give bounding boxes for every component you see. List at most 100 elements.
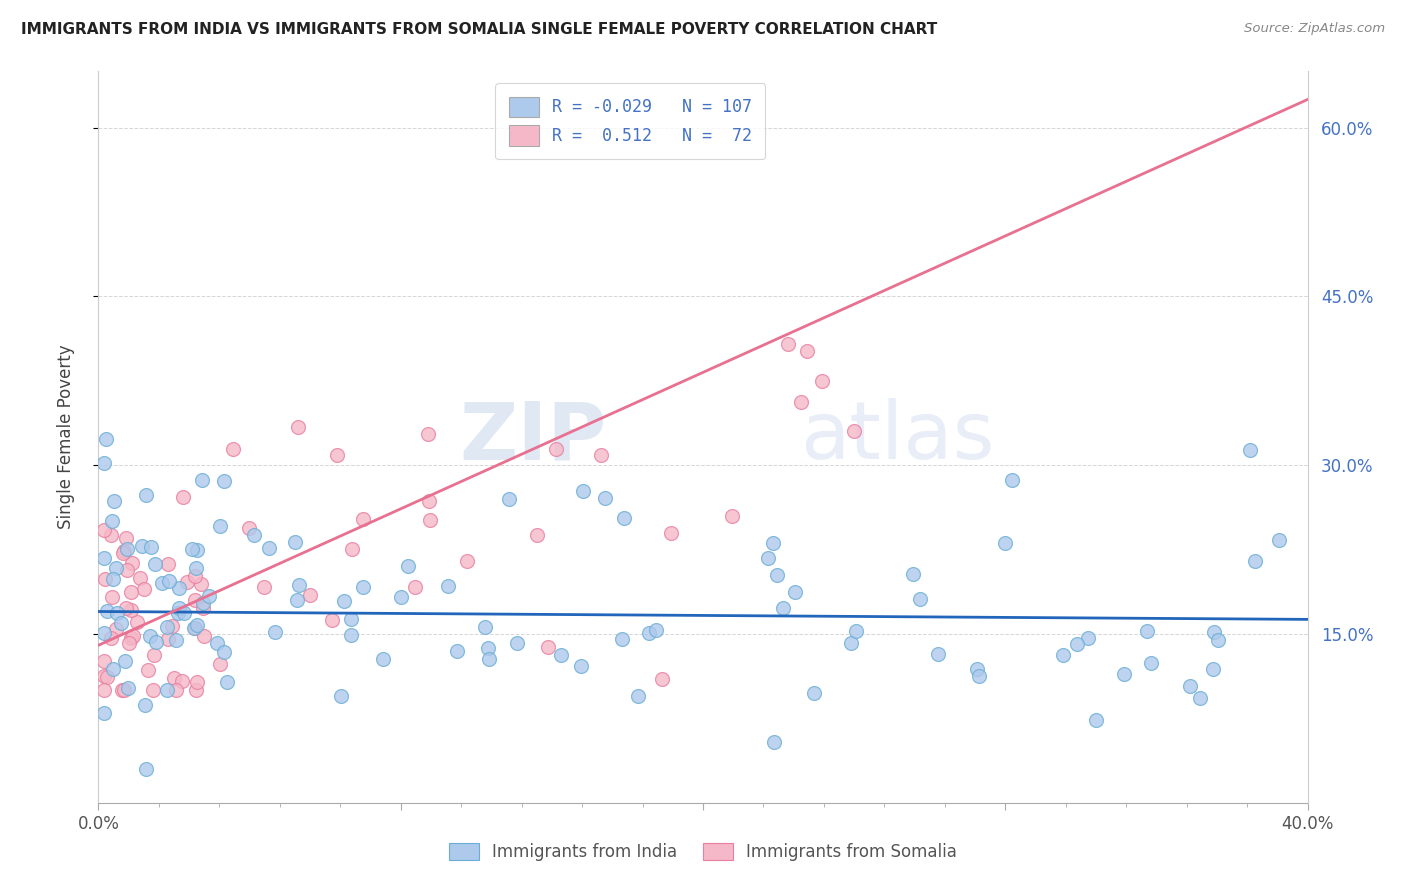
- Point: [105, 623, 128, 637]
- Point: [340, 541, 363, 556]
- Point: [103, 572, 125, 586]
- Text: atlas: atlas: [800, 398, 994, 476]
- Point: [910, 591, 932, 606]
- Point: [1239, 443, 1261, 458]
- Point: [122, 629, 145, 643]
- Point: [143, 648, 166, 662]
- Point: [326, 448, 349, 462]
- Point: [112, 543, 135, 558]
- Point: [644, 624, 666, 638]
- Text: IMMIGRANTS FROM INDIA VS IMMIGRANTS FROM SOMALIA SINGLE FEMALE POVERTY CORRELATI: IMMIGRANTS FROM INDIA VS IMMIGRANTS FROM…: [21, 22, 938, 37]
- Point: [205, 636, 228, 650]
- Point: [796, 343, 818, 358]
- Point: [93, 456, 115, 470]
- Point: [333, 594, 356, 608]
- Point: [298, 588, 321, 602]
- Point: [170, 674, 193, 689]
- Point: [339, 628, 361, 642]
- Legend: Immigrants from India, Immigrants from Somalia: Immigrants from India, Immigrants from S…: [443, 836, 963, 868]
- Point: [112, 683, 135, 698]
- Point: [93, 706, 115, 721]
- Point: [371, 652, 394, 666]
- Point: [93, 669, 115, 683]
- Point: [156, 632, 179, 646]
- Point: [756, 551, 779, 566]
- Point: [184, 561, 207, 575]
- Point: [610, 632, 633, 647]
- Point: [186, 617, 208, 632]
- Point: [839, 636, 862, 650]
- Point: [114, 531, 136, 545]
- Point: [121, 556, 143, 570]
- Point: [117, 681, 139, 695]
- Point: [184, 621, 207, 635]
- Point: [845, 624, 868, 639]
- Point: [125, 615, 148, 629]
- Point: [456, 554, 478, 568]
- Point: [156, 682, 179, 697]
- Point: [637, 625, 659, 640]
- Point: [404, 580, 426, 594]
- Point: [1136, 624, 1159, 638]
- Point: [1202, 624, 1225, 639]
- Point: [546, 442, 568, 456]
- Point: [150, 575, 173, 590]
- Point: [96, 604, 118, 618]
- Point: [100, 631, 122, 645]
- Point: [135, 762, 157, 776]
- Point: [212, 645, 235, 659]
- Point: [159, 574, 181, 588]
- Point: [1084, 713, 1107, 727]
- Point: [389, 590, 412, 604]
- Point: [1268, 533, 1291, 547]
- Point: [135, 488, 157, 502]
- Point: [132, 582, 155, 596]
- Point: [478, 652, 501, 666]
- Point: [186, 675, 208, 690]
- Point: [569, 659, 592, 673]
- Point: [93, 550, 115, 565]
- Point: [803, 686, 825, 700]
- Point: [191, 473, 214, 487]
- Point: [762, 535, 785, 549]
- Point: [114, 654, 136, 668]
- Point: [785, 585, 807, 599]
- Text: ZIP: ZIP: [458, 398, 606, 476]
- Point: [96, 670, 118, 684]
- Point: [167, 606, 190, 620]
- Point: [811, 374, 834, 388]
- Point: [651, 672, 673, 686]
- Point: [659, 526, 682, 541]
- Point: [238, 521, 260, 535]
- Point: [120, 603, 142, 617]
- Point: [627, 689, 650, 703]
- Point: [190, 577, 212, 591]
- Point: [288, 578, 311, 592]
- Point: [93, 523, 115, 537]
- Point: [477, 640, 499, 655]
- Point: [163, 672, 186, 686]
- Point: [101, 661, 124, 675]
- Point: [398, 559, 420, 574]
- Point: [217, 675, 239, 690]
- Point: [1140, 657, 1163, 671]
- Point: [156, 620, 179, 634]
- Point: [498, 492, 520, 507]
- Point: [184, 593, 207, 607]
- Point: [352, 580, 374, 594]
- Point: [766, 568, 789, 582]
- Point: [134, 698, 156, 713]
- Point: [593, 491, 616, 505]
- Point: [416, 426, 439, 441]
- Point: [419, 513, 441, 527]
- Point: [173, 606, 195, 620]
- Point: [222, 442, 245, 456]
- Point: [176, 574, 198, 589]
- Point: [967, 669, 990, 683]
- Point: [184, 569, 207, 583]
- Point: [198, 590, 221, 604]
- Point: [572, 483, 595, 498]
- Point: [184, 683, 207, 698]
- Point: [110, 615, 132, 630]
- Point: [115, 601, 138, 615]
